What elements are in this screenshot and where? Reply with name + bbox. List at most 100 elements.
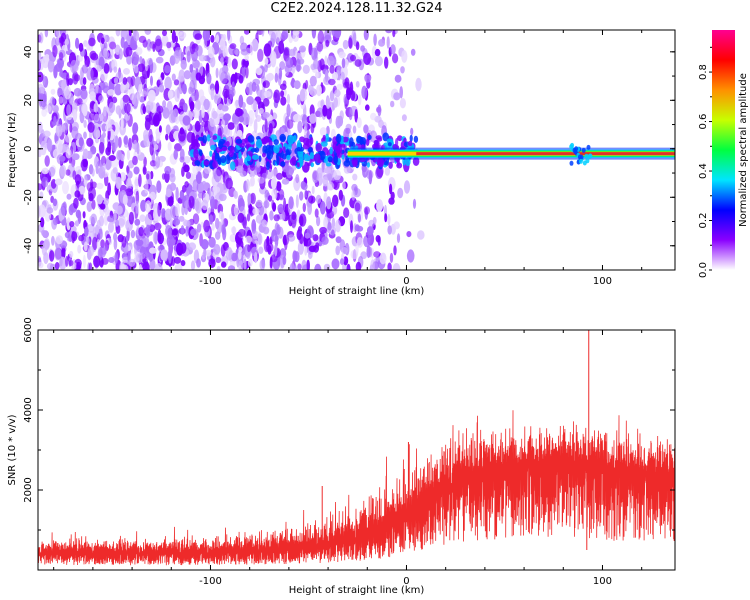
noise-blob [281,31,288,40]
near-zero-blob [207,134,211,141]
noise-blob [229,87,233,100]
noise-blob [107,89,115,96]
noise-blob [276,173,283,180]
noise-blob [201,181,207,191]
noise-blob [134,65,139,73]
noise-blob [123,68,130,75]
noise-blob [132,122,138,133]
noise-blob [84,227,89,237]
noise-blob [75,38,79,49]
noise-blob [258,247,263,254]
noise-blob [144,180,148,194]
noise-blob [101,37,105,44]
noise-blob [83,255,86,268]
noise-blob [415,78,421,92]
noise-blob [258,177,265,184]
noise-blob [95,225,99,235]
x-tick-label: 100 [593,576,612,587]
near-zero-blob [219,139,225,144]
noise-blob [156,57,164,64]
noise-blob [417,230,425,240]
noise-blob [109,102,116,113]
noise-blob [295,174,299,183]
noise-blob [307,202,312,215]
noise-blob [274,244,277,256]
x-tick-label: -100 [199,576,222,587]
noise-blob [113,167,118,174]
noise-blob [248,259,253,267]
noise-blob [89,91,96,100]
colorbar-tick-label: 0.4 [698,163,709,179]
noise-blob [385,167,390,175]
noise-blob [327,222,331,231]
noise-blob [86,138,93,147]
noise-blob [97,194,103,204]
noise-blob [155,156,160,168]
noise-blob [184,70,191,79]
noise-blob [190,101,195,111]
noise-blob [91,168,94,176]
noise-blob [256,68,263,76]
noise-blob [93,256,100,268]
noise-blob [246,179,250,191]
noise-blob [176,243,183,256]
noise-blob [187,51,191,63]
noise-blob [312,170,319,183]
noise-blob [392,53,398,63]
noise-blob [341,247,348,254]
noise-blob [402,114,407,121]
noise-blob [135,201,138,214]
noise-blob [188,242,196,250]
noise-blob [77,245,81,254]
noise-blob [125,87,129,94]
near-zero-blob [352,161,357,167]
noise-blob [92,77,99,84]
noise-blob [53,218,58,226]
noise-blob [136,239,144,246]
doppler-spread-blob [588,154,592,159]
near-zero-blob [328,156,333,162]
noise-blob [121,118,124,131]
noise-blob [118,215,126,226]
noise-blob [113,233,117,242]
near-zero-blob [259,155,262,162]
noise-blob [291,211,296,220]
noise-blob [53,199,57,207]
near-zero-blob [298,154,303,163]
noise-blob [217,266,221,272]
noise-blob [49,167,56,177]
noise-blob [55,37,60,46]
near-zero-blob [256,139,262,149]
noise-blob [159,84,164,92]
noise-blob [45,155,50,166]
noise-blob [221,261,226,267]
noise-blob [47,207,54,214]
near-zero-blob [414,136,418,143]
near-zero-blob [221,147,227,152]
noise-blob [168,142,172,151]
noise-blob [118,137,122,148]
noise-blob [397,188,403,199]
noise-blob [138,63,146,72]
noise-blob [55,262,60,270]
noise-blob [194,33,202,40]
x-axis-label: Height of straight line (km) [289,286,425,297]
noise-blob [89,262,93,274]
noise-blob [156,132,160,144]
noise-blob [70,60,78,74]
noise-blob [316,85,322,97]
noise-blob [192,109,200,119]
noise-blob [342,58,346,68]
noise-blob [69,251,73,258]
noise-blob [301,181,306,190]
noise-blob [326,97,331,109]
noise-blob [107,141,111,152]
noise-blob [138,227,144,237]
near-zero-blob [266,150,273,159]
near-zero-blob [280,161,285,167]
noise-blob [150,76,153,86]
noise-blob [117,177,122,189]
noise-blob [66,149,72,159]
noise-blob [194,199,199,212]
noise-blob [331,229,335,235]
